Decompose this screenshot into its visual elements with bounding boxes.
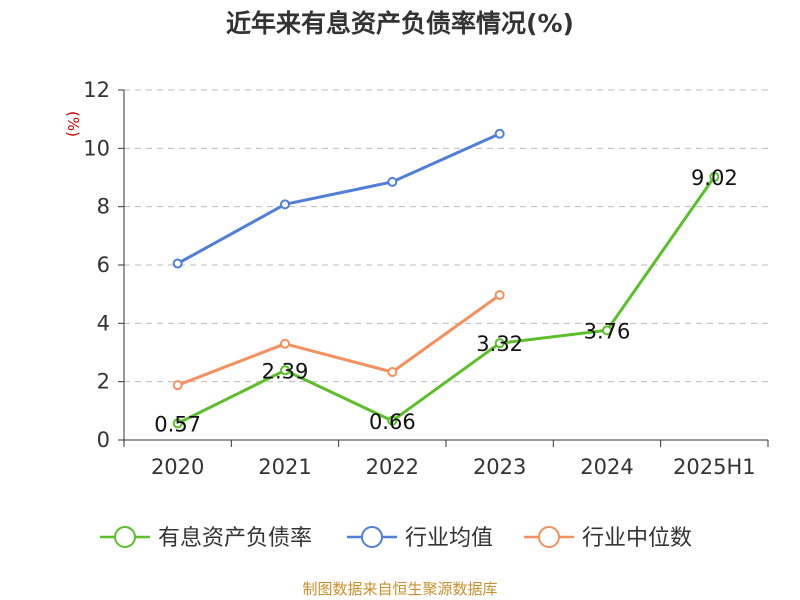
- series-line-0: [177, 176, 716, 425]
- legend: 有息资产负债率 行业均值 行业中位数: [100, 526, 692, 551]
- y-tick-label: 8: [97, 195, 110, 219]
- data-point: [280, 365, 290, 376]
- x-tick-label: 2024: [580, 455, 633, 479]
- data-label: 2.39: [262, 359, 309, 383]
- data-point: [602, 325, 612, 336]
- data-point: [709, 171, 720, 182]
- data-point: [494, 128, 505, 139]
- x-tick-label: 2023: [473, 455, 526, 479]
- y-tick-label: 4: [97, 311, 110, 335]
- data-label: 3.32: [476, 332, 523, 356]
- x-tick-label: 2022: [366, 455, 419, 479]
- legend-marker: [361, 526, 383, 548]
- series-lines: [172, 128, 720, 429]
- legend-marker: [114, 526, 136, 548]
- legend-item: 行业均值: [347, 526, 493, 551]
- y-tick-label: 12: [83, 78, 110, 102]
- data-point: [280, 199, 290, 210]
- data-label: 9.02: [691, 166, 738, 190]
- y-axis-unit: (%): [64, 111, 82, 137]
- data-point: [172, 418, 183, 429]
- data-point: [172, 258, 183, 269]
- chart-title: 近年来有息资产负债率情况(%): [226, 9, 574, 38]
- data-point: [387, 415, 398, 426]
- data-point: [387, 367, 398, 378]
- series-line-1: [176, 132, 501, 265]
- data-labels: 0.57 2.39 0.66 3.32 3.76 9.02: [154, 166, 737, 436]
- data-point: [494, 338, 505, 349]
- axes: [118, 89, 769, 447]
- y-tick-label: 0: [97, 428, 110, 452]
- x-tick-label: 2021: [258, 455, 311, 479]
- data-point: [280, 338, 290, 349]
- y-tick-label: 2: [97, 370, 110, 394]
- source-note: 制图数据来自恒生聚源数据库: [302, 580, 497, 598]
- data-label: 0.57: [154, 412, 201, 436]
- legend-marker: [538, 526, 560, 548]
- data-label: 0.66: [369, 410, 416, 434]
- data-point: [494, 290, 505, 301]
- x-tick-label: 2025H1: [673, 455, 756, 479]
- x-tick-label: 2020: [151, 455, 204, 479]
- series-line-2: [177, 293, 501, 387]
- y-tick-labels: 0 2 4 6 8 10 12: [83, 78, 110, 452]
- data-point: [387, 176, 398, 187]
- legend-label: 有息资产负债率: [158, 526, 312, 551]
- y-tick-label: 10: [83, 136, 110, 160]
- legend-label: 行业均值: [405, 526, 493, 551]
- data-label: 3.76: [584, 319, 631, 343]
- legend-item: 行业中位数: [524, 526, 692, 551]
- y-tick-label: 6: [97, 253, 110, 277]
- x-tick-labels: 2020 2021 2022 2023 2024 2025H1: [151, 455, 756, 479]
- data-point: [172, 380, 183, 391]
- legend-label: 行业中位数: [582, 526, 692, 551]
- legend-item: 有息资产负债率: [100, 526, 312, 551]
